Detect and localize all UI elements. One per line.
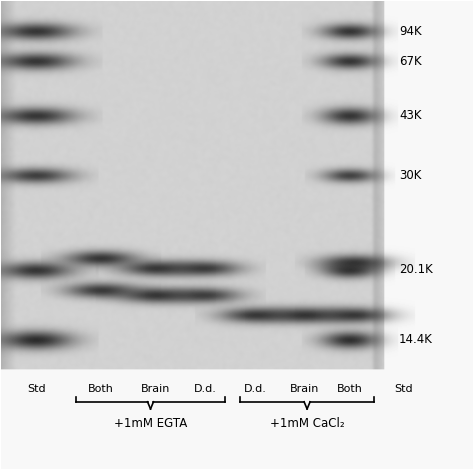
- Text: Brain: Brain: [290, 384, 319, 394]
- Text: +1mM EGTA: +1mM EGTA: [114, 417, 187, 430]
- Text: 14.4K: 14.4K: [399, 333, 433, 346]
- Text: D.d.: D.d.: [244, 384, 266, 394]
- Text: 30K: 30K: [399, 169, 421, 182]
- Text: D.d.: D.d.: [194, 384, 217, 394]
- Text: Std: Std: [395, 384, 413, 394]
- Text: +1mM CaCl₂: +1mM CaCl₂: [270, 417, 345, 430]
- Text: Both: Both: [337, 384, 362, 394]
- Text: 43K: 43K: [399, 109, 421, 122]
- Text: 20.1K: 20.1K: [399, 263, 433, 276]
- Text: Brain: Brain: [141, 384, 170, 394]
- Text: Both: Both: [88, 384, 114, 394]
- Text: 67K: 67K: [399, 55, 422, 68]
- Text: 94K: 94K: [399, 25, 422, 38]
- Text: Std: Std: [27, 384, 46, 394]
